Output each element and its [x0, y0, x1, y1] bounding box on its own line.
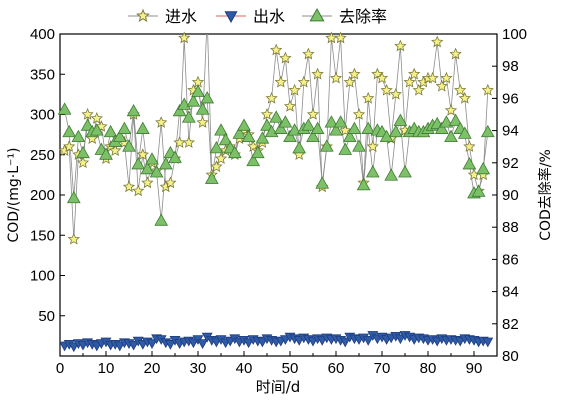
y-left-tick-label: 400	[30, 26, 55, 43]
x-tick-label: 50	[282, 360, 299, 377]
y-left-tick-label: 250	[30, 147, 55, 164]
x-tick-label: 10	[98, 360, 115, 377]
y-right-tick-label: 90	[502, 187, 519, 204]
x-tick-label: 80	[420, 360, 437, 377]
legend: 进水 出水 去除率	[128, 7, 387, 26]
y-left-tick-label: 300	[30, 107, 55, 124]
y-left-tick-label: 150	[30, 227, 55, 244]
y-left-tick-label: 350	[30, 66, 55, 83]
x-tick-label: 60	[328, 360, 345, 377]
y-right-tick-label: 80	[502, 348, 519, 365]
x-tick-label: 70	[374, 360, 391, 377]
x-tick-label: 90	[466, 360, 483, 377]
y-left-tick-label: 100	[30, 268, 55, 285]
legend-label-effluent: 出水	[253, 7, 285, 26]
y-right-tick-label: 98	[502, 58, 519, 75]
x-tick-label: 40	[236, 360, 253, 377]
x-tick-label: 20	[144, 360, 161, 377]
y-right-tick-label: 96	[502, 90, 519, 107]
y-right-tick-label: 88	[502, 219, 519, 236]
y-right-tick-label: 92	[502, 155, 519, 172]
y-right-tick-label: 82	[502, 316, 519, 333]
y-right-tick-label: 100	[502, 26, 527, 43]
y-right-tick-label: 86	[502, 251, 519, 268]
y-axis-right-label: COD去除率/%	[537, 149, 554, 241]
y-axis-left-label: COD/(mg·L⁻¹)	[6, 148, 22, 243]
legend-label-removal: 去除率	[339, 7, 387, 26]
x-tick-label: 30	[190, 360, 207, 377]
y-left-tick-label: 200	[30, 187, 55, 204]
y-left-tick-label: 50	[38, 308, 55, 325]
y-right-tick-label: 94	[502, 123, 519, 140]
x-tick-label: 0	[56, 360, 64, 377]
legend-label-influent: 进水	[165, 7, 197, 26]
x-axis-label: 时间/d	[256, 378, 301, 396]
y-right-tick-label: 84	[502, 284, 519, 301]
